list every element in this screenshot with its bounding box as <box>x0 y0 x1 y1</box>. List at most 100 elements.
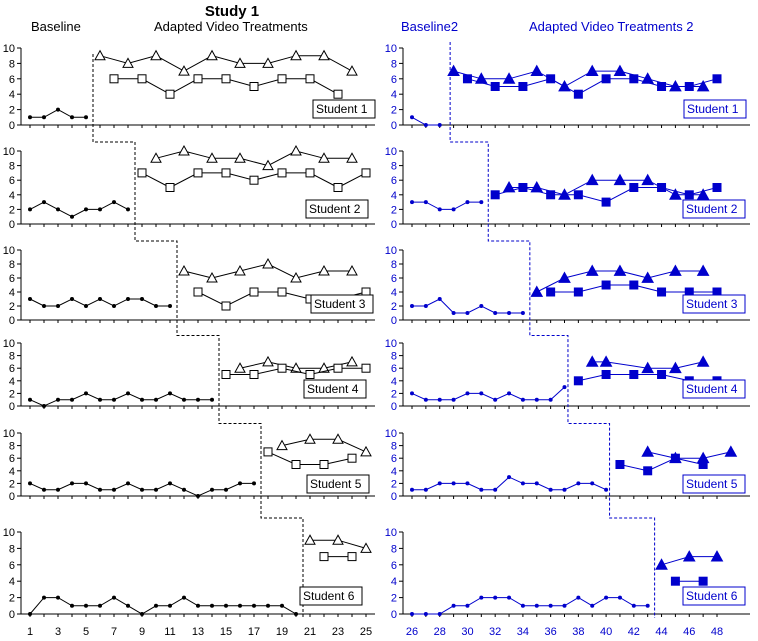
data-point <box>490 190 500 200</box>
series-line-baseline <box>412 298 523 314</box>
data-point <box>305 370 315 379</box>
left-x-tick-label: 19 <box>276 626 288 638</box>
data-point <box>122 57 134 68</box>
y-tick-label: 4 <box>9 89 15 101</box>
data-point <box>655 558 668 570</box>
right-x-tick-label: 36 <box>545 626 557 638</box>
data-point <box>520 481 525 486</box>
data-point <box>277 287 287 297</box>
data-point <box>196 397 200 402</box>
data-point <box>224 487 228 492</box>
data-point <box>423 123 428 127</box>
data-point <box>262 257 274 269</box>
data-point <box>126 391 130 396</box>
y-tick-label: 10 <box>3 527 15 539</box>
data-point <box>224 603 228 608</box>
data-point <box>562 487 567 492</box>
data-point <box>56 397 60 402</box>
y-tick-label: 10 <box>3 245 15 257</box>
data-point <box>178 65 190 76</box>
data-point <box>423 487 428 492</box>
data-point <box>465 391 470 396</box>
data-point <box>290 49 302 61</box>
data-point <box>98 207 102 212</box>
right-x-tick-label: 34 <box>517 626 529 638</box>
student-label-box <box>682 586 746 606</box>
data-point <box>629 280 639 290</box>
data-point <box>234 57 246 68</box>
data-point <box>548 397 553 402</box>
y-tick-label: 2 <box>391 593 397 605</box>
data-point <box>669 264 682 276</box>
data-point <box>56 304 60 308</box>
data-point <box>423 397 428 402</box>
y-tick-label: 2 <box>391 301 397 313</box>
series-line-treatment-triangle <box>281 438 367 453</box>
data-point <box>305 168 315 178</box>
series-line-baseline <box>412 201 482 210</box>
data-point <box>276 439 288 451</box>
data-point <box>277 74 287 84</box>
data-point <box>94 49 106 61</box>
data-point <box>712 74 722 84</box>
data-point <box>347 453 357 463</box>
data-point <box>670 576 680 586</box>
series-line-treatment-square <box>226 367 366 376</box>
y-tick-label: 2 <box>391 105 397 117</box>
data-point <box>154 304 158 308</box>
y-tick-label: 8 <box>9 58 15 70</box>
y-tick-label: 4 <box>9 376 15 388</box>
data-point <box>168 391 172 396</box>
data-point <box>262 159 274 171</box>
data-point <box>262 355 274 367</box>
data-point <box>360 542 372 553</box>
data-point <box>252 481 256 486</box>
y-tick-label: 0 <box>391 609 397 621</box>
left-x-tick-label: 23 <box>332 626 344 638</box>
data-point <box>479 391 484 396</box>
data-point <box>669 188 682 200</box>
data-point <box>613 264 627 276</box>
data-point <box>346 264 358 276</box>
data-point <box>423 304 428 308</box>
data-point <box>262 57 274 68</box>
data-point <box>530 180 544 193</box>
data-point <box>112 487 116 492</box>
series-line-treatment-square <box>267 451 353 465</box>
data-point <box>507 475 512 480</box>
right-series-student-3: Student 3 <box>410 264 746 315</box>
y-tick-label: 0 <box>391 219 397 231</box>
student-label-box <box>299 586 363 606</box>
data-point <box>304 534 316 545</box>
left-series-student-1: Student 1 <box>28 49 376 120</box>
left-series-student-6: Student 6 <box>28 534 372 616</box>
data-point <box>585 173 599 186</box>
data-point <box>641 445 655 457</box>
data-point <box>70 397 74 402</box>
y-tick-label: 2 <box>391 204 397 216</box>
data-point <box>410 304 414 308</box>
data-point <box>318 362 330 373</box>
student-label-box <box>303 379 367 399</box>
left-x-tick-label: 17 <box>248 626 260 638</box>
y-tick-label: 8 <box>9 351 15 363</box>
data-point <box>530 285 544 297</box>
data-point <box>573 287 583 297</box>
y-tick-label: 2 <box>9 301 15 313</box>
data-point <box>140 487 144 492</box>
right-x-tick-label: 48 <box>711 626 723 638</box>
student-label: Student 6 <box>686 589 738 603</box>
data-point <box>196 603 200 608</box>
y-tick-label: 4 <box>391 576 397 588</box>
data-point <box>98 297 102 301</box>
data-point <box>601 197 611 207</box>
data-point <box>696 264 710 276</box>
student-label: Student 4 <box>307 382 359 396</box>
data-point <box>333 89 343 99</box>
data-point <box>290 362 302 373</box>
data-point <box>437 207 442 212</box>
data-point <box>140 297 144 301</box>
y-tick-label: 8 <box>9 543 15 555</box>
data-point <box>684 190 694 200</box>
